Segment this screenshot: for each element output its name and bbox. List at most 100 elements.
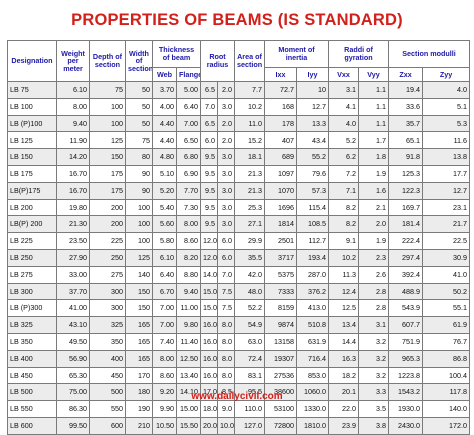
beam-properties-table: Designation Weight per meter Depth of se… — [7, 40, 471, 435]
cell-iyy: 43.4 — [296, 131, 329, 150]
cell-zyy: 55.1 — [422, 299, 471, 318]
cell-area: 18.1 — [234, 148, 265, 166]
cell-weight: 16.70 — [56, 164, 90, 183]
cell-root-r2: 2.0 — [217, 131, 235, 150]
cell-designation: LB 250 — [7, 248, 57, 267]
cell-area: 35.5 — [234, 248, 265, 267]
cell-weight: 8.00 — [56, 97, 90, 116]
cell-zyy: 21.7 — [422, 215, 471, 234]
cell-web: 4.40 — [152, 131, 177, 150]
cell-vxx: 14.4 — [328, 332, 359, 351]
cell-root-r1: 9.5 — [200, 198, 218, 217]
cell-vyy: 1.7 — [357, 131, 390, 150]
cell-weight: 43.10 — [56, 316, 90, 334]
cell-designation: LB 200 — [7, 198, 57, 217]
table-row: LB 400 56.90 400 165 8.00 12.50 16.0 8.0 72.4 193… — [7, 349, 471, 368]
cell-zxx: 19.4 — [388, 81, 424, 99]
cell-iyy: 115.4 — [296, 198, 329, 217]
cell-web: 6.40 — [152, 265, 177, 284]
cell-designation: LB 150 — [7, 148, 57, 166]
cell-designation: LB 125 — [7, 131, 57, 150]
cell-area: 29.9 — [234, 232, 265, 250]
cell-vyy: 3.1 — [357, 316, 390, 334]
cell-width: 165 — [125, 349, 153, 368]
cell-root-r2: 7.5 — [217, 299, 235, 318]
cell-root-r1: 6.0 — [200, 131, 218, 150]
cell-ixx: 72800 — [264, 416, 297, 435]
cell-designation: LB(P)175 — [7, 181, 57, 200]
cell-depth: 100 — [89, 114, 126, 133]
cell-web: 7.00 — [152, 316, 177, 334]
table-row: LB 150 14.20 150 80 4.80 6.80 9.5 3.0 18.1 689 55.… — [7, 148, 471, 166]
cell-root-r1: 15.0 — [200, 282, 218, 301]
cell-depth: 325 — [89, 316, 126, 334]
cell-width: 170 — [125, 366, 153, 385]
cell-ixx: 8159 — [264, 299, 297, 318]
beam-rows: LB 75 6.10 75 50 3.70 5.00 6.5 2.0 7.7 72.7 10 3.1 1… — [7, 81, 471, 435]
cell-area: 63.0 — [234, 332, 265, 351]
cell-iyy: 853.0 — [296, 366, 329, 385]
cell-width: 100 — [125, 215, 153, 234]
cell-weight: 41.00 — [56, 299, 90, 318]
cell-vxx: 4.1 — [328, 97, 359, 116]
cell-root-r1: 6.5 — [200, 114, 218, 133]
cell-web: 5.20 — [152, 181, 177, 200]
cell-zxx: 125.3 — [388, 164, 424, 183]
cell-flange: 7.00 — [176, 114, 201, 133]
cell-zxx: 543.9 — [388, 299, 424, 318]
table-row: LB 325 43.10 325 165 7.00 9.80 16.0 8.0 54.9 9874… — [7, 316, 471, 334]
cell-designation: LB 225 — [7, 232, 57, 250]
cell-iyy: 510.8 — [296, 316, 329, 334]
cell-vyy: 3.8 — [357, 416, 390, 435]
cell-web: 10.50 — [152, 416, 177, 435]
header-depth: Depth of section — [89, 40, 126, 82]
cell-width: 140 — [125, 265, 153, 284]
cell-depth: 150 — [89, 148, 126, 166]
cell-depth: 300 — [89, 282, 126, 301]
cell-flange: 6.90 — [176, 164, 201, 183]
cell-weight: 27.90 — [56, 248, 90, 267]
cell-web: 6.70 — [152, 282, 177, 301]
cell-zyy: 61.9 — [422, 316, 471, 334]
cell-flange: 6.50 — [176, 131, 201, 150]
cell-root-r2: 8.0 — [217, 316, 235, 334]
cell-width: 210 — [125, 416, 153, 435]
cell-zyy: 5.3 — [422, 114, 471, 133]
cell-root-r1: 12.0 — [200, 248, 218, 267]
cell-vyy: 3.2 — [357, 332, 390, 351]
cell-iyy: 10 — [296, 81, 329, 99]
cell-iyy: 1060.0 — [296, 383, 329, 402]
header-designation: Designation — [7, 40, 57, 82]
cell-weight: 19.80 — [56, 198, 90, 217]
cell-area: 52.2 — [234, 299, 265, 318]
table-row: LB 75 6.10 75 50 3.70 5.00 6.5 2.0 7.7 72.7 10 3.1 1… — [7, 81, 471, 99]
cell-width: 75 — [125, 131, 153, 150]
cell-width: 165 — [125, 332, 153, 351]
cell-ixx: 1814 — [264, 215, 297, 234]
cell-zxx: 91.8 — [388, 148, 424, 166]
cell-iyy: 1330.0 — [296, 400, 329, 418]
cell-iyy: 112.7 — [296, 232, 329, 250]
cell-iyy: 55.2 — [296, 148, 329, 166]
header-zxx: Zxx — [388, 67, 424, 82]
cell-root-r2: 7.0 — [217, 265, 235, 284]
cell-designation: LB 450 — [7, 366, 57, 385]
table-row: LB 300 37.70 300 150 6.70 9.40 15.0 7.5 48.0 7333… — [7, 282, 471, 301]
cell-depth: 250 — [89, 248, 126, 267]
cell-zxx: 1930.0 — [388, 400, 424, 418]
cell-vyy: 1.1 — [357, 97, 390, 116]
cell-root-r1: 16.0 — [200, 366, 218, 385]
cell-weight: 16.70 — [56, 181, 90, 200]
cell-ixx: 407 — [264, 131, 297, 150]
cell-depth: 225 — [89, 232, 126, 250]
cell-depth: 600 — [89, 416, 126, 435]
cell-zyy: 30.9 — [422, 248, 471, 267]
cell-iyy: 193.4 — [296, 248, 329, 267]
cell-depth: 75 — [89, 81, 126, 99]
cell-designation: LB 400 — [7, 349, 57, 368]
cell-area: 72.4 — [234, 349, 265, 368]
cell-width: 90 — [125, 164, 153, 183]
cell-zxx: 1223.8 — [388, 366, 424, 385]
cell-iyy: 631.9 — [296, 332, 329, 351]
cell-vyy: 1.1 — [357, 81, 390, 99]
